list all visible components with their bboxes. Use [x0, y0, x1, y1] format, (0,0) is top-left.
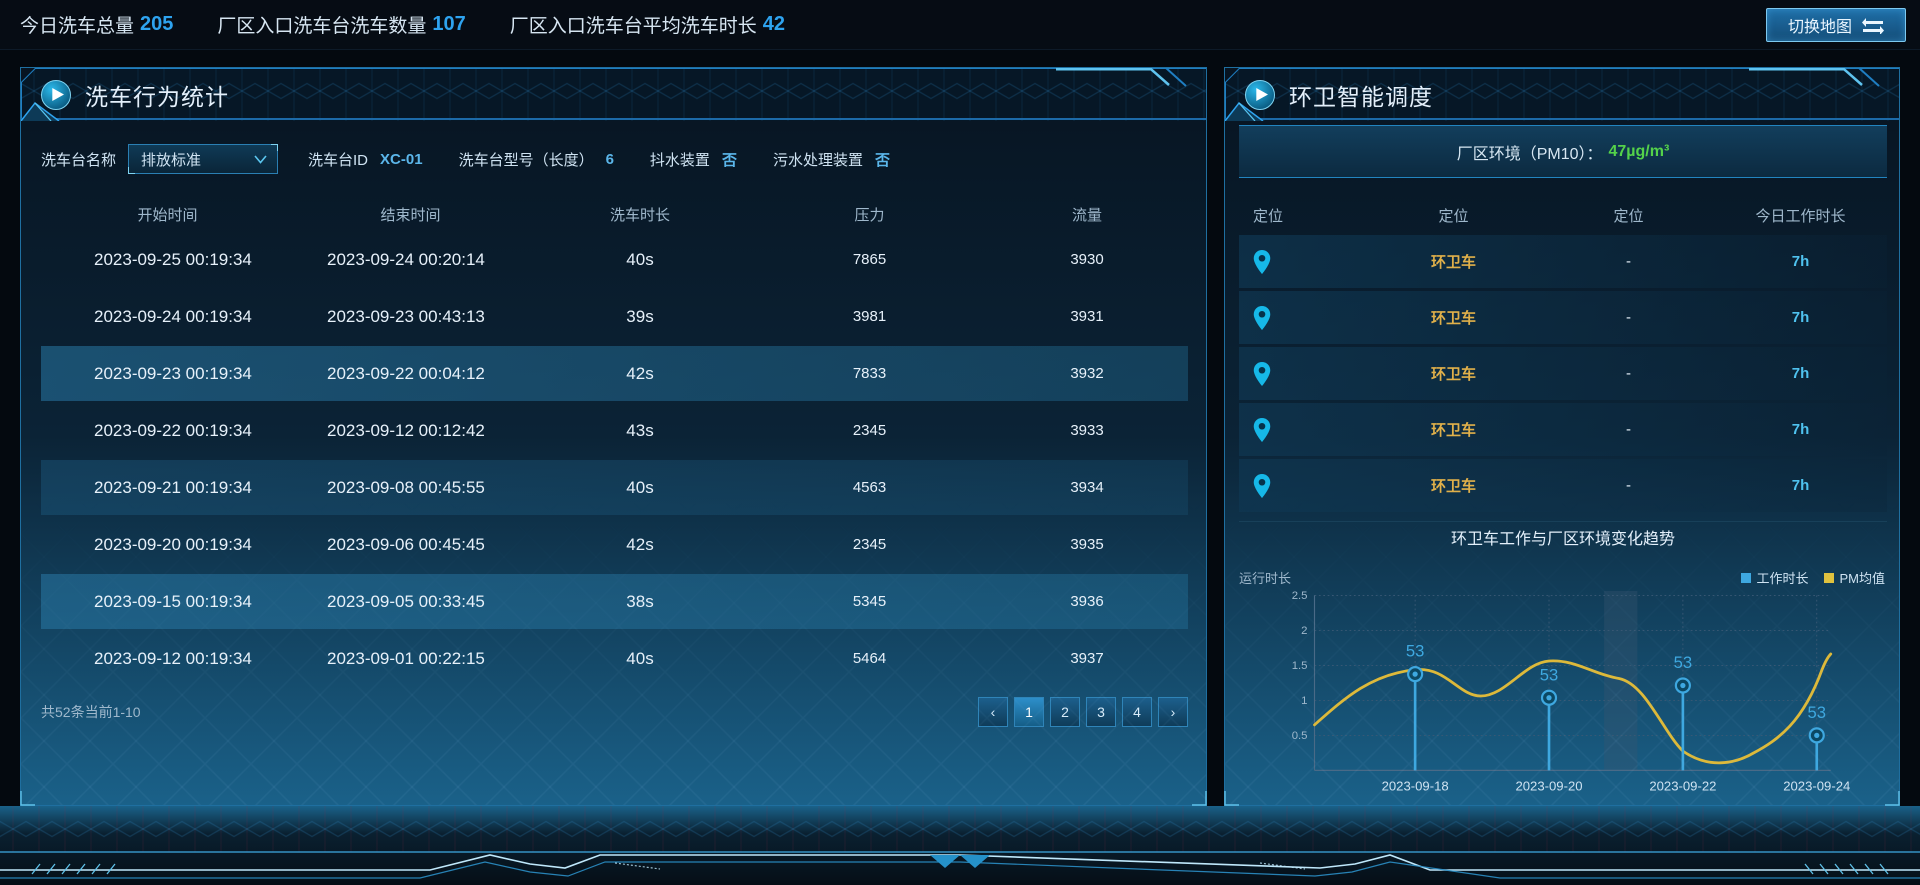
svg-text:1: 1	[1301, 695, 1307, 707]
svg-text:53: 53	[1808, 703, 1826, 722]
svg-text:2023-09-20: 2023-09-20	[1515, 779, 1582, 794]
svg-text:2.5: 2.5	[1292, 591, 1308, 602]
svg-text:2023-09-18: 2023-09-18	[1382, 779, 1449, 794]
svg-text:53: 53	[1674, 653, 1692, 672]
svg-text:53: 53	[1540, 665, 1558, 684]
svg-text:2: 2	[1301, 625, 1307, 637]
svg-text:0.5: 0.5	[1292, 730, 1308, 742]
svg-text:2023-09-24: 2023-09-24	[1783, 779, 1850, 794]
svg-text:1.5: 1.5	[1292, 660, 1308, 672]
svg-text:53: 53	[1406, 642, 1424, 661]
svg-text:2023-09-22: 2023-09-22	[1649, 779, 1716, 794]
